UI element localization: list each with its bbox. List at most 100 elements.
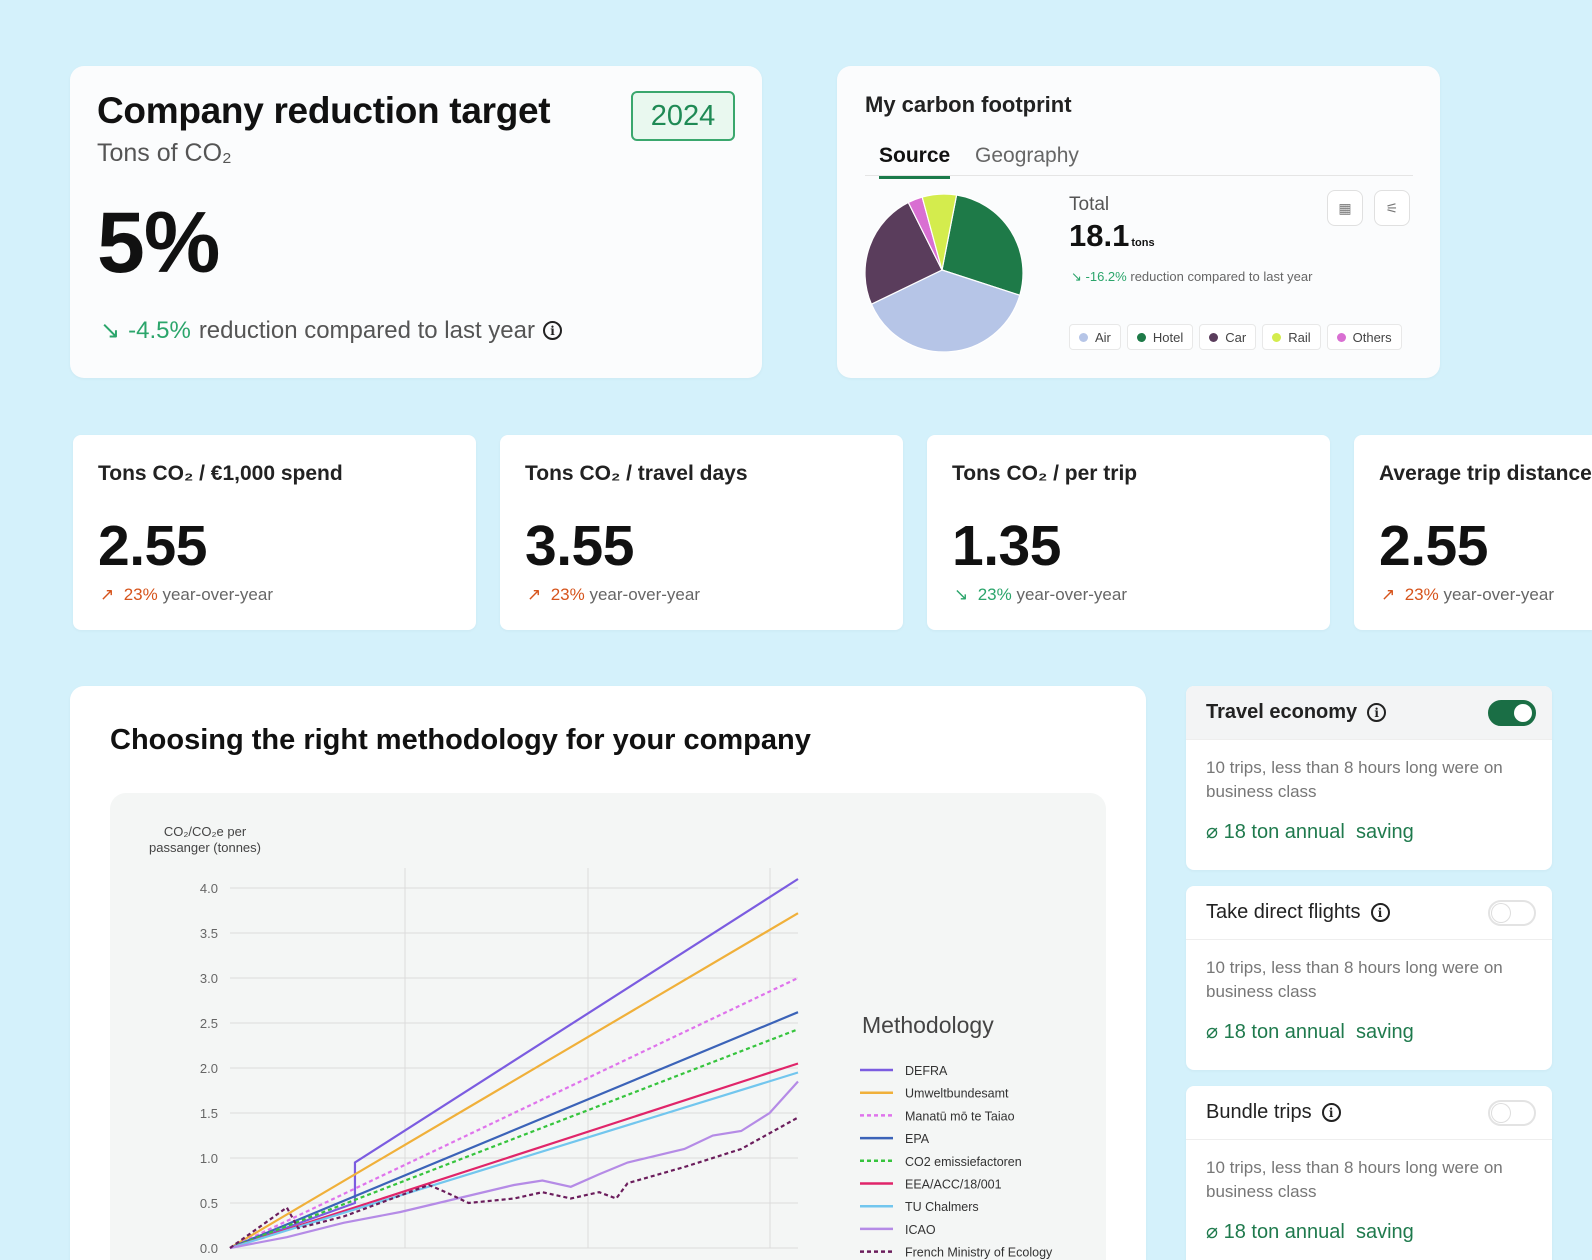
calendar-button[interactable]: ▦ — [1327, 190, 1363, 226]
toggle-knob — [1492, 1104, 1510, 1122]
legend-entry: EEA/ACC/18/001 — [905, 1178, 1002, 1192]
total-delta-value: -16.2% — [1085, 269, 1127, 284]
target-delta: ↘ -4.5% reduction compared to last year … — [100, 316, 562, 345]
metric-title: Tons CO₂ / per trip — [952, 462, 1138, 485]
pie-slice-hotel[interactable] — [941, 194, 1023, 297]
series-line-defra — [229, 878, 799, 1250]
legend-label: Hotel — [1152, 329, 1184, 345]
target-value: 5% — [97, 195, 220, 291]
trend-down-icon: ↘ — [100, 317, 121, 344]
pie-slice-air[interactable] — [870, 269, 1021, 352]
toggle-knob — [1514, 704, 1532, 722]
leaf-icon: ⌀ — [1206, 1221, 1219, 1243]
legend-item-car[interactable]: Car — [1199, 324, 1257, 350]
metric-delta: ↘ 23% year-over-year — [954, 585, 1127, 605]
legend-item-rail[interactable]: Rail — [1262, 324, 1321, 350]
metric-delta: ↗ 23% year-over-year — [527, 585, 700, 605]
legend-entry: CO2 emissiefactoren — [905, 1155, 1022, 1169]
trend-up-icon: ↗ — [527, 585, 542, 604]
legend-entry: Umweltbundesamt — [905, 1087, 1009, 1101]
legend-dot — [1336, 332, 1346, 342]
trend-down-icon: ↘ — [1071, 269, 1082, 284]
series-line-umweltbundesamt — [229, 912, 799, 1249]
toggle-knob — [1492, 904, 1510, 922]
saving-text: 18 ton annual saving — [1223, 821, 1414, 843]
total-unit: tons — [1131, 237, 1155, 249]
recommendation-direct-flights: Take direct flights i 10 trips, less tha… — [1186, 886, 1552, 1070]
methodology-title: Choosing the right methodology for your … — [110, 724, 811, 756]
legend-dot — [1079, 332, 1088, 342]
metric-value: 2.55 — [98, 514, 207, 578]
recommendation-saving: ⌀ 18 ton annual saving — [1206, 1219, 1414, 1244]
recommendation-title: Bundle trips — [1206, 1101, 1312, 1123]
calendar-icon: ▦ — [1338, 199, 1352, 216]
target-title: Company reduction target — [97, 90, 551, 131]
metric-value: 2.55 — [1379, 514, 1488, 578]
methodology-card: Choosing the right methodology for your … — [70, 686, 1146, 1260]
y-axis-label-line2: passanger (tonnes) — [149, 840, 261, 855]
legend-entry: TU Chalmers — [905, 1200, 979, 1214]
metric-value: 3.55 — [525, 514, 634, 578]
metric-delta-text: year-over-year — [589, 585, 701, 604]
info-icon[interactable]: i — [1367, 703, 1387, 722]
year-badge[interactable]: 2024 — [631, 91, 735, 141]
legend-item-air[interactable]: Air — [1069, 324, 1121, 350]
metric-delta-text: year-over-year — [162, 585, 274, 604]
y-tick-label: 2.0 — [200, 1061, 218, 1076]
pie-slice-car[interactable] — [865, 201, 943, 305]
filter-icon: ⚟ — [1385, 199, 1399, 216]
y-tick-label: 1.5 — [200, 1106, 218, 1121]
metric-delta-text: year-over-year — [1443, 585, 1555, 604]
y-tick-label: 2.5 — [200, 1016, 218, 1031]
recommendation-saving: ⌀ 18 ton annual saving — [1206, 819, 1414, 844]
recommendation-travel-economy: Travel economy i 10 trips, less than 8 h… — [1186, 686, 1552, 870]
y-axis-label-line1: CO₂/CO₂e per — [164, 824, 247, 839]
metric-value: 1.35 — [952, 514, 1061, 578]
recommendation-title: Take direct flights — [1206, 901, 1361, 923]
recommendation-toggle[interactable] — [1488, 1100, 1536, 1126]
series-line-tu-chalmers — [229, 1071, 799, 1250]
info-icon[interactable]: i — [543, 321, 562, 340]
target-delta-value: -4.5% — [128, 316, 191, 344]
y-tick-label: 3.0 — [200, 971, 218, 986]
pie-slice-rail[interactable] — [921, 194, 958, 271]
recommendation-toggle[interactable] — [1488, 700, 1536, 726]
y-tick-label: 0.0 — [200, 1241, 218, 1256]
recommendation-title: Travel economy — [1206, 701, 1358, 723]
reduction-target-card: Company reduction target Tons of CO₂ 202… — [70, 66, 762, 378]
target-subtitle: Tons of CO₂ — [97, 139, 232, 167]
series-line-co2-emissiefactoren — [229, 1028, 799, 1250]
metric-card-spend: Tons CO₂ / €1,000 spend 2.55 ↗ 23% year-… — [73, 435, 476, 630]
carbon-footprint-card: My carbon footprint Source Geography Tot… — [837, 66, 1440, 378]
saving-text: 18 ton annual saving — [1223, 1021, 1414, 1043]
recommendation-toggle[interactable] — [1488, 900, 1536, 926]
tab-source[interactable]: Source — [879, 144, 951, 179]
footprint-legend: Air Hotel Car Rail Others — [1069, 324, 1402, 350]
series-line-epa — [229, 1011, 799, 1250]
info-icon[interactable]: i — [1370, 903, 1390, 922]
recommendation-description: 10 trips, less than 8 hours long were on… — [1206, 1158, 1503, 1201]
metric-delta-pct: 23% — [1404, 585, 1439, 604]
legend-dot — [1272, 332, 1282, 342]
legend-label: Others — [1352, 329, 1392, 345]
info-icon[interactable]: i — [1321, 1103, 1341, 1122]
legend-label: Rail — [1288, 329, 1311, 345]
legend-item-others[interactable]: Others — [1326, 324, 1402, 350]
recommendation-header: Take direct flights i — [1186, 886, 1552, 940]
series-line-french-ministry-of-ecology — [229, 1116, 799, 1249]
target-delta-text: reduction compared to last year — [198, 316, 535, 344]
metric-delta-text: year-over-year — [1016, 585, 1128, 604]
total-value: 18.1 tons — [1069, 218, 1155, 254]
legend-item-hotel[interactable]: Hotel — [1126, 324, 1194, 350]
filter-button[interactable]: ⚟ — [1374, 190, 1410, 226]
series-line-icao — [229, 1080, 799, 1250]
legend-entry: DEFRA — [905, 1064, 948, 1078]
legend-label: Car — [1225, 329, 1247, 345]
recommendation-header: Bundle trips i — [1186, 1086, 1552, 1140]
metric-delta-pct: 23% — [977, 585, 1012, 604]
tab-geography[interactable]: Geography — [975, 144, 1079, 167]
total-label: Total — [1069, 194, 1110, 215]
recommendation-description: 10 trips, less than 8 hours long were on… — [1206, 758, 1503, 801]
legend-entry: ICAO — [905, 1223, 936, 1237]
legend-dot — [1209, 332, 1219, 342]
